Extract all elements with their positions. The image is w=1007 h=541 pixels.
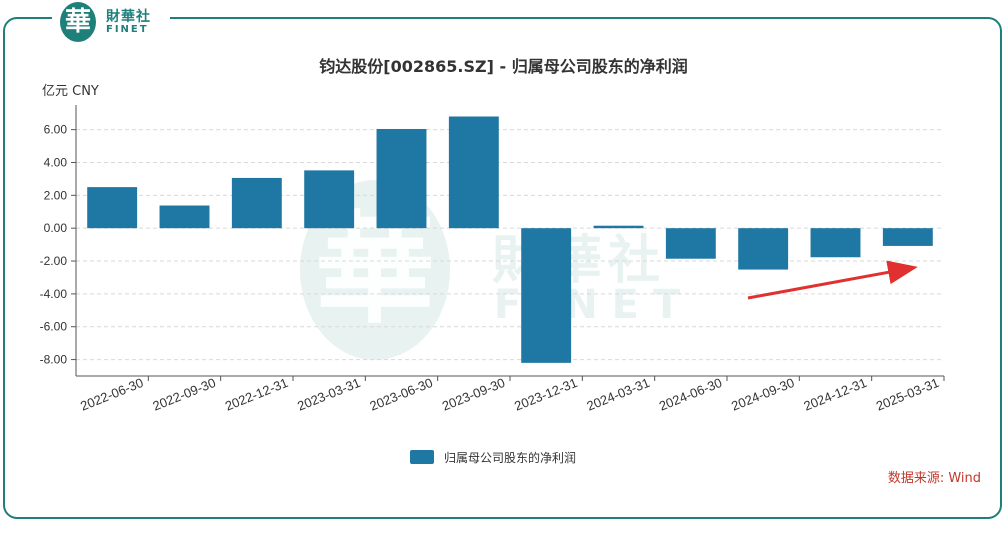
chart-title: 钧达股份[002865.SZ] - 归属母公司股东的净利润 bbox=[319, 57, 688, 76]
y-tick-label: -8.00 bbox=[40, 353, 68, 367]
data-source: 数据来源: Wind bbox=[887, 471, 981, 486]
x-tick-label: 2024-06-30 bbox=[657, 375, 724, 414]
bar bbox=[810, 228, 861, 258]
x-tick-label: 2023-06-30 bbox=[368, 375, 435, 414]
bar bbox=[87, 187, 138, 229]
x-tick-label: 2025-03-31 bbox=[874, 375, 941, 414]
bar bbox=[376, 128, 427, 229]
legend-label: 归属母公司股东的净利润 bbox=[444, 450, 577, 465]
bar bbox=[304, 170, 355, 229]
chart-legend[interactable]: 归属母公司股东的净利润 bbox=[410, 448, 576, 466]
x-tick-label: 2024-03-31 bbox=[585, 375, 652, 414]
bar bbox=[593, 225, 644, 229]
chart-frame bbox=[3, 17, 1002, 519]
y-tick-label: 4.00 bbox=[44, 155, 68, 169]
bar bbox=[231, 177, 282, 229]
y-tick-label: -4.00 bbox=[40, 287, 68, 301]
y-tick-label: 0.00 bbox=[44, 221, 68, 235]
bar bbox=[665, 228, 716, 259]
x-tick-label: 2023-09-30 bbox=[440, 375, 507, 414]
bar bbox=[448, 116, 499, 229]
x-tick-label: 2024-12-31 bbox=[802, 375, 869, 414]
x-tick-label: 2023-03-31 bbox=[295, 375, 362, 414]
x-tick-label: 2023-12-31 bbox=[512, 375, 579, 414]
finet-logo: 華 財華社 FINET bbox=[52, 0, 170, 42]
y-axis-unit: 亿元 CNY bbox=[42, 84, 99, 99]
y-tick-label: 6.00 bbox=[44, 123, 68, 137]
x-tick-label: 2022-06-30 bbox=[78, 375, 145, 414]
logo-seal-icon: 華 bbox=[60, 2, 96, 42]
y-tick-label: -6.00 bbox=[40, 320, 68, 334]
bar bbox=[521, 228, 572, 363]
bar bbox=[159, 205, 210, 229]
x-tick-label: 2022-09-30 bbox=[151, 375, 218, 414]
logo-name-cn: 財華社 bbox=[106, 9, 151, 25]
legend-swatch bbox=[410, 450, 434, 464]
bar bbox=[882, 228, 933, 246]
bar bbox=[738, 228, 789, 270]
logo-name-en: FINET bbox=[106, 24, 149, 35]
trend-arrow bbox=[747, 260, 918, 300]
x-tick-label: 2024-09-30 bbox=[729, 375, 796, 414]
y-tick-label: 2.00 bbox=[44, 188, 68, 202]
y-tick-label: -2.00 bbox=[40, 254, 68, 268]
x-tick-label: 2022-12-31 bbox=[223, 375, 290, 414]
